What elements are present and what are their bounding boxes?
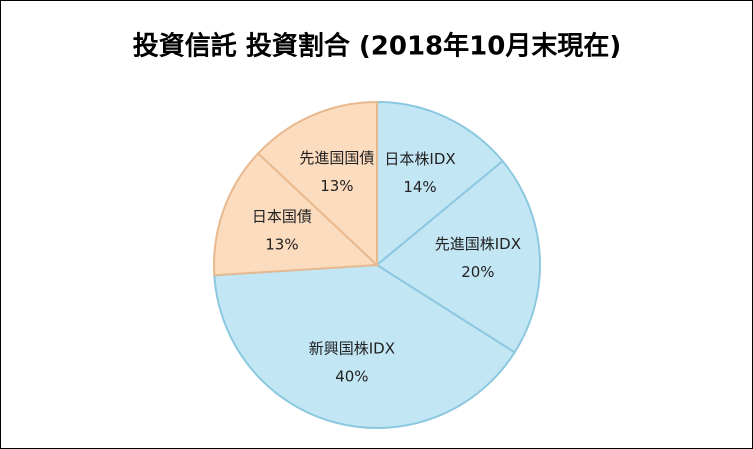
slice-label: 先進国株IDX (435, 235, 521, 253)
pie-slice (213, 263, 517, 429)
chart-title: 投資信託 投資割合 (2018年10月末現在) (133, 31, 621, 62)
slice-value-label: 13% (320, 177, 353, 195)
slice-label: 先進国国債 (299, 149, 374, 167)
pie-slice (376, 100, 505, 268)
slice-value-label: 14% (403, 178, 436, 196)
pie-slice (375, 159, 541, 354)
slice-label: 日本国債 (252, 207, 312, 225)
slice-value-label: 13% (265, 235, 298, 253)
slice-label: 新興国株IDX (309, 339, 395, 357)
pie-slice (213, 152, 380, 277)
slice-value-label: 40% (335, 367, 368, 385)
pie-slice (256, 100, 378, 268)
slice-value-label: 20% (461, 263, 494, 281)
slice-label: 日本株IDX (384, 150, 455, 168)
